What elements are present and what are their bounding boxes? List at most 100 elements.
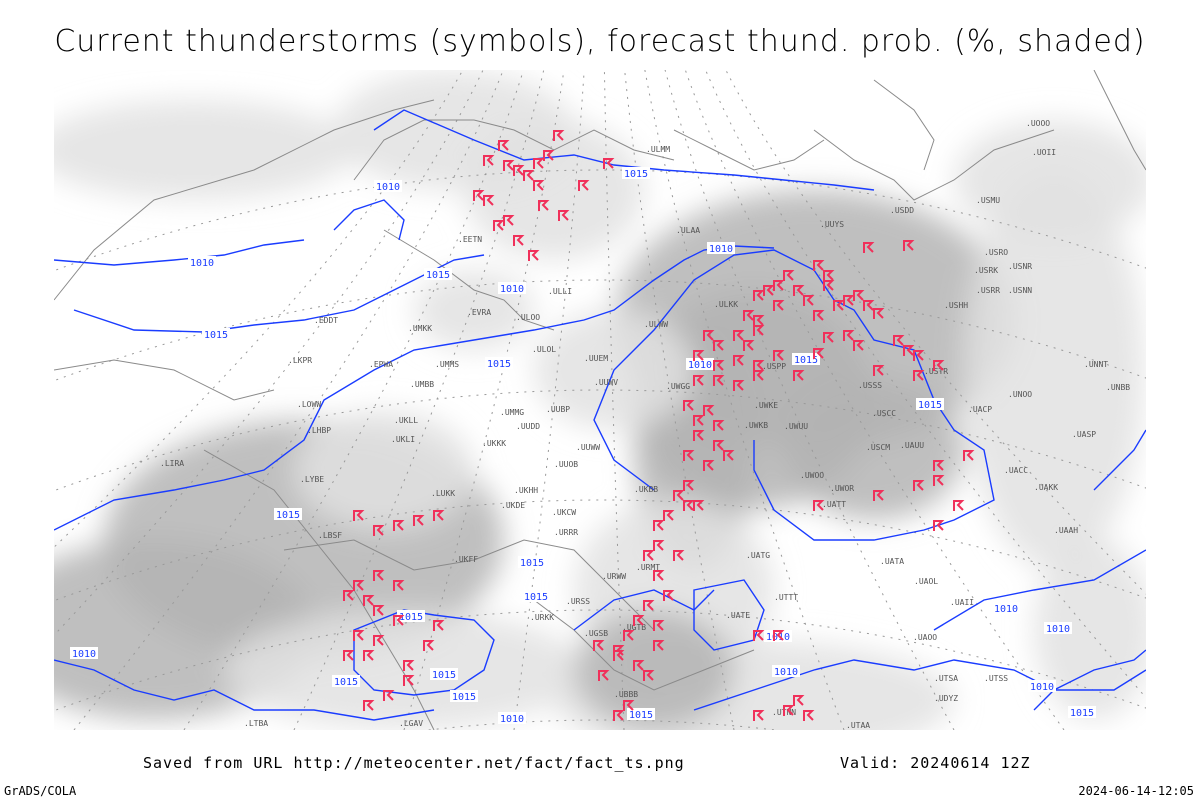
isobar-label: 1015: [520, 558, 544, 569]
station-label: .UAOL: [914, 577, 938, 586]
isobar-label-bg: [202, 328, 230, 340]
station-label: .UKKK: [482, 439, 506, 448]
station-label: .ULOL: [532, 345, 556, 354]
thunderstorm-flag-icon: [353, 580, 365, 591]
thunderstorm-flag-icon: [673, 490, 685, 501]
station-label: .USNN: [1008, 286, 1032, 295]
isobar-label-bg: [1044, 622, 1072, 634]
thunderstorm-flag-icon: [863, 300, 875, 311]
thunderstorm-flag-icon: [773, 630, 785, 641]
station-label: .LKPR: [288, 356, 312, 365]
isobar-label-bg: [627, 708, 655, 720]
thunderstorm-flag-icon: [783, 705, 795, 716]
coastline: [54, 359, 275, 401]
thunderstorm-flag-icon: [683, 400, 695, 411]
station-label: .UKLI: [391, 435, 415, 444]
coastline: [1093, 70, 1146, 171]
meridian-line: [293, 70, 545, 730]
thunderstorm-flag-icon: [403, 675, 415, 686]
thunderstorm-flag-icon: [558, 210, 570, 221]
station-labels: .ULMM .ULOO .UUYS .USDD .USMU .USRO .USRK .USNR…: [160, 119, 1130, 730]
meridian-line: [73, 70, 504, 730]
isobar-label-bg: [332, 675, 360, 687]
isobar-label: 1010: [1030, 682, 1054, 693]
station-label: .URRR: [554, 528, 578, 537]
thunderstorm-flag-icon: [813, 500, 825, 511]
thunderstorm-flag-icon: [813, 310, 825, 321]
thunderstorm-flag-icon: [733, 380, 745, 391]
isobar-line: [54, 659, 435, 721]
station-label: .UTSA: [934, 674, 958, 683]
thunderstorm-flag-icon: [753, 370, 765, 381]
isobar-label-bg: [274, 508, 302, 520]
thunderstorm-flag-icon: [623, 630, 635, 641]
thunderstorm-flag-icon: [503, 215, 515, 226]
station-label: .UGTB: [622, 623, 646, 632]
isobar-label: 1010: [774, 667, 798, 678]
thunderstorm-flag-icon: [703, 460, 715, 471]
thunderstorm-flag-icon: [663, 510, 675, 521]
thunderstorm-flag-icon: [553, 130, 565, 141]
thunderstorm-flag-icon: [523, 170, 535, 181]
isobar-line: [54, 245, 775, 531]
station-label: .UWKE: [754, 401, 778, 410]
thunderstorm-flag-icon: [683, 480, 695, 491]
isobar-label-bg: [1068, 706, 1096, 718]
map-canvas: 1010 1010 1015 1010 1015 1015 1015 1010 1015 1010…: [54, 70, 1146, 730]
isobar-label-bg: [522, 590, 550, 602]
station-label: .UUBP: [546, 405, 570, 414]
station-label: .UAUU: [900, 441, 924, 450]
station-label: .USRR: [976, 286, 1000, 295]
thunderstorm-flag-icon: [933, 520, 945, 531]
isobar-label-bg: [622, 167, 650, 179]
thunderstorm-flag-icon: [733, 330, 745, 341]
station-label: .UOOO: [1026, 119, 1050, 128]
thunderstorm-flag-icon: [423, 640, 435, 651]
station-label: .UWUU: [784, 422, 808, 431]
thunderstorm-flag-icon: [753, 360, 765, 371]
thunderstorm-flag-icon: [693, 415, 705, 426]
isobar-label: 1015: [432, 670, 456, 681]
thunderstorm-flag-icon: [393, 520, 405, 531]
station-label: .USNR: [1008, 262, 1032, 271]
station-label: .USPP: [762, 362, 786, 371]
station-label: .UKHH: [514, 486, 538, 495]
thunderstorm-flag-icon: [853, 340, 865, 351]
thunderstorm-flag-icon: [373, 570, 385, 581]
thunderstorm-flag-icon: [833, 300, 845, 311]
isobar-line: [1093, 429, 1146, 491]
source-url: Saved from URL http://meteocenter.net/fa…: [143, 754, 685, 772]
station-label: .UAOO: [913, 633, 937, 642]
station-label: .USTR: [924, 367, 948, 376]
station-label: .UTSS: [984, 674, 1008, 683]
station-label: .UKDE: [501, 501, 525, 510]
station-label: .UDYZ: [934, 694, 958, 703]
thunderstorm-flag-icon: [693, 350, 705, 361]
station-label: .UKFF: [454, 555, 478, 564]
station-label: .ULMM: [646, 145, 670, 154]
isobar-line: [1033, 649, 1146, 711]
thunderstorm-flag-icon: [613, 645, 625, 656]
thunderstorm-flag-icon: [913, 370, 925, 381]
station-label: .EVRA: [467, 308, 491, 317]
station-label: .USHH: [944, 301, 968, 310]
isobar-label: 1015: [629, 710, 653, 721]
station-label: .UTTT: [774, 593, 798, 602]
station-label: .URSS: [566, 597, 590, 606]
software-credit: GrADS/COLA: [4, 784, 77, 798]
isobar-label: 1010: [688, 360, 712, 371]
station-label: .USRO: [984, 248, 1008, 257]
station-label: .UACP: [968, 405, 992, 414]
thunderstorm-flag-icon: [643, 600, 655, 611]
station-label: .USDD: [890, 206, 914, 215]
thunderstorm-flag-icon: [823, 280, 835, 291]
isobar-label: 1010: [709, 244, 733, 255]
thunderstorm-flag-icon: [473, 190, 485, 201]
station-label: .EETN: [458, 235, 482, 244]
thunderstorm-flag-icon: [613, 710, 625, 721]
station-label: .UATG: [746, 551, 770, 560]
station-label: .UWGG: [666, 382, 690, 391]
isobar-label: 1015: [334, 677, 358, 688]
thunderstorm-flag-icon: [603, 158, 615, 169]
isobar-label-bg: [498, 282, 526, 294]
